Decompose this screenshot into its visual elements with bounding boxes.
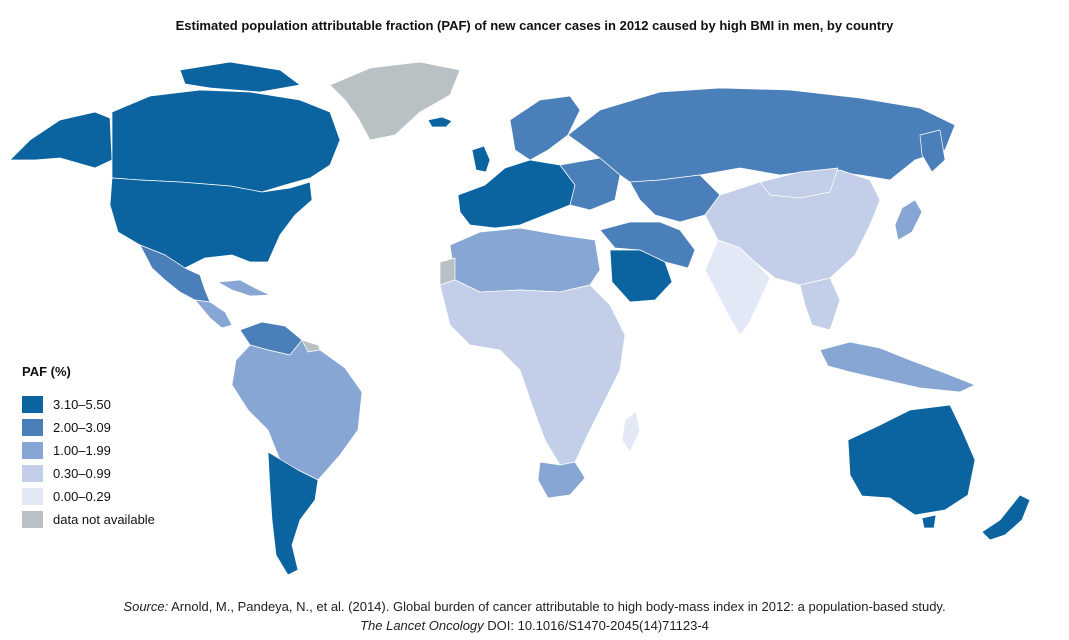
region-north-africa [449, 227, 601, 293]
region-central-america [194, 299, 233, 329]
region-middle-east [599, 221, 696, 269]
source-note: Source: Arnold, M., Pandeya, N., et al. … [0, 597, 1069, 635]
legend-item: 0.00–0.29 [22, 485, 155, 508]
legend-label: 0.00–0.29 [53, 489, 111, 504]
region-scandinavia [509, 95, 581, 161]
source-label: Source: [123, 599, 169, 614]
legend-label: 0.30–0.99 [53, 466, 111, 481]
region-madagascar [621, 411, 641, 453]
region-guianas [301, 339, 321, 353]
legend: PAF (%) 3.10–5.50 2.00–3.09 1.00–1.99 0.… [22, 364, 155, 531]
region-russia [567, 87, 956, 183]
region-alaska [9, 111, 113, 169]
region-canada [111, 89, 341, 193]
region-iceland [427, 116, 453, 128]
source-doi: DOI: 10.1016/S1470-2045(14)71123-4 [483, 618, 709, 633]
source-text: Arnold, M., Pandeya, N., et al. (2014). … [168, 599, 946, 614]
legend-swatch [22, 511, 43, 528]
region-southeast-asia [799, 277, 841, 331]
region-indonesia [819, 341, 976, 393]
region-south-africa [537, 461, 586, 499]
region-mongolia [759, 167, 839, 199]
region-sub-saharan-africa [439, 279, 626, 466]
region-new-zealand [981, 494, 1031, 541]
legend-swatch [22, 465, 43, 482]
source-citation: Source: Arnold, M., Pandeya, N., et al. … [0, 597, 1069, 616]
region-argentina-chile [267, 451, 319, 576]
region-tasmania [921, 514, 937, 529]
region-caribbean [217, 279, 271, 297]
legend-swatch [22, 396, 43, 413]
region-europe-west [457, 159, 576, 229]
legend-label: 2.00–3.09 [53, 420, 111, 435]
region-australia [847, 404, 976, 516]
legend-title: PAF (%) [22, 364, 71, 379]
legend-item: 1.00–1.99 [22, 439, 155, 462]
legend-swatch [22, 442, 43, 459]
region-greenland [329, 61, 461, 141]
legend-item: 3.10–5.50 [22, 393, 155, 416]
legend-item: 2.00–3.09 [22, 416, 155, 439]
source-doi-line: The Lancet Oncology DOI: 10.1016/S1470-2… [0, 616, 1069, 635]
region-brazil [231, 339, 363, 481]
region-saudi-arabia [609, 249, 673, 303]
region-canada-islands [179, 61, 301, 93]
legend-label: 1.00–1.99 [53, 443, 111, 458]
legend-item: 0.30–0.99 [22, 462, 155, 485]
region-india [704, 239, 771, 336]
region-japan [894, 199, 923, 241]
legend-item: data not available [22, 508, 155, 531]
source-journal: The Lancet Oncology [360, 618, 484, 633]
legend-label: data not available [53, 512, 155, 527]
region-uk [471, 145, 491, 173]
legend-label: 3.10–5.50 [53, 397, 111, 412]
legend-swatch [22, 419, 43, 436]
region-usa [109, 177, 313, 269]
map-title: Estimated population attributable fracti… [175, 18, 894, 33]
legend-swatch [22, 488, 43, 505]
region-kamchatka [919, 129, 946, 173]
